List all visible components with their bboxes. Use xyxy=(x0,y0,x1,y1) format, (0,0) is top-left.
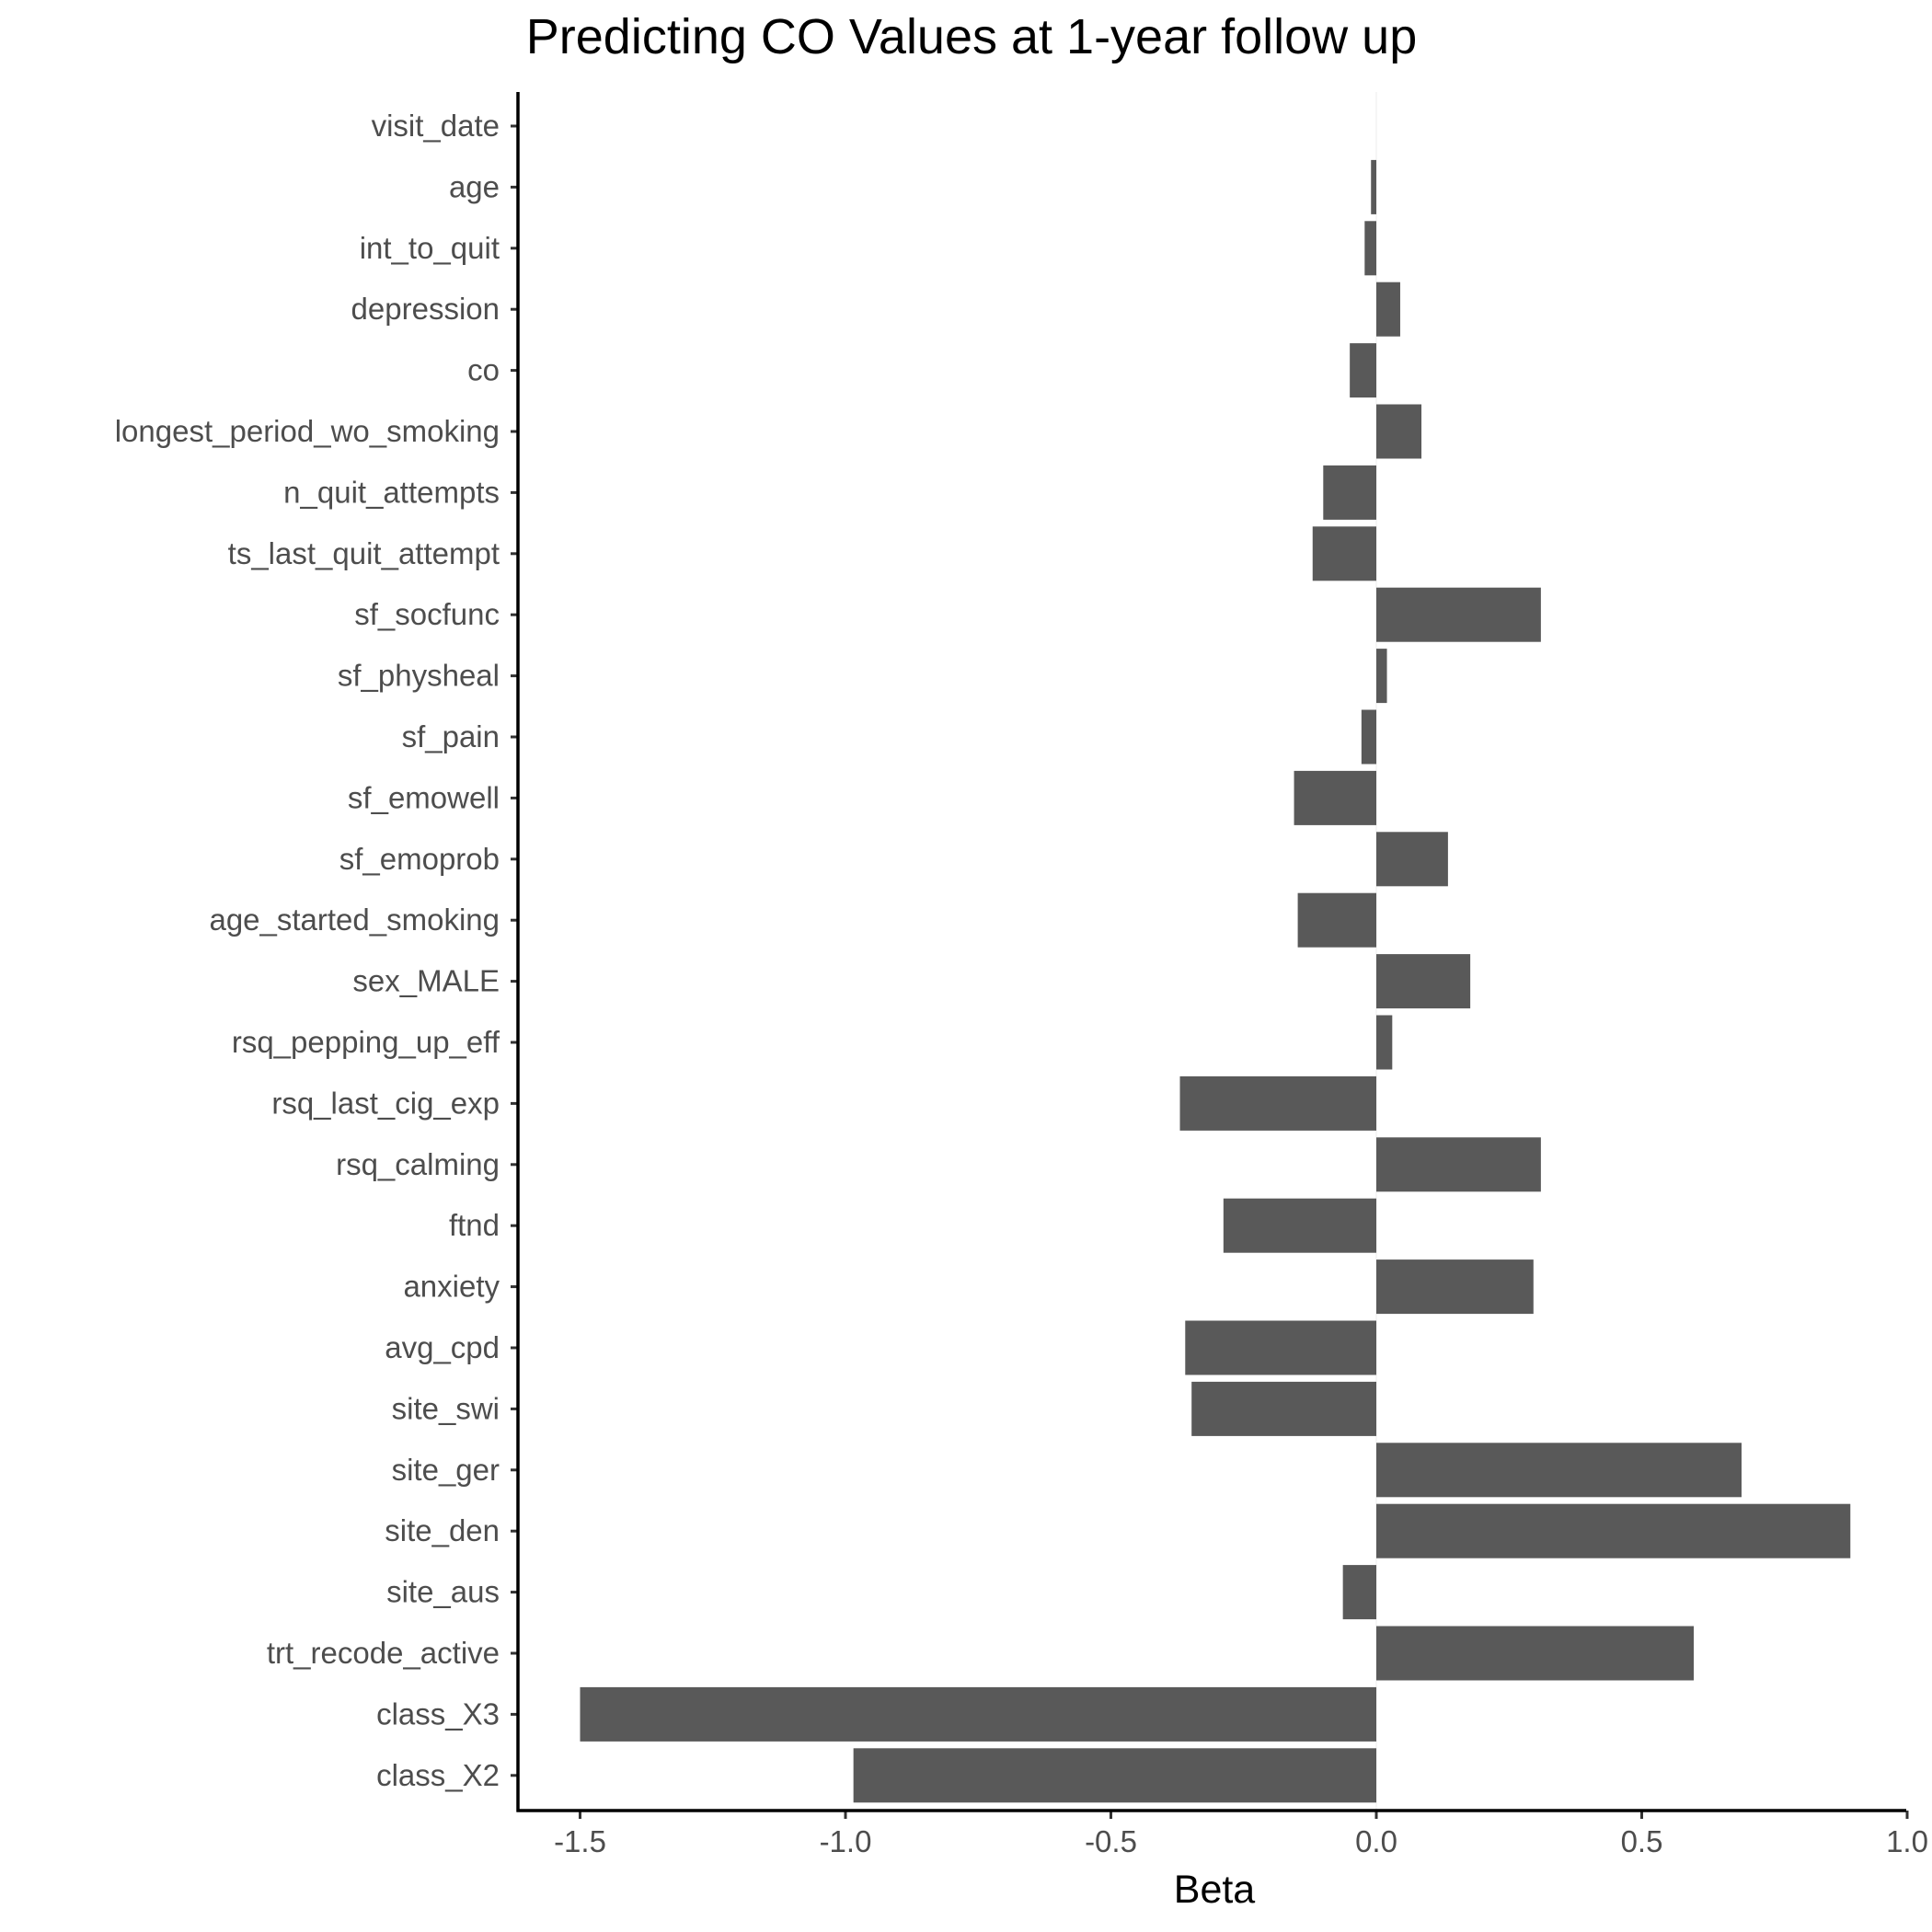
bar-sf_physheal xyxy=(1376,649,1387,704)
y-tick-label: depression xyxy=(351,292,500,326)
x-tick-label: 1.0 xyxy=(1886,1824,1928,1858)
y-tick-label: age xyxy=(449,169,500,203)
y-tick-label: anxiety xyxy=(403,1270,500,1304)
bar-rsq_last_cig_exp xyxy=(1179,1075,1376,1131)
y-tick-label: site_swi xyxy=(392,1391,500,1425)
y-tick-label: co xyxy=(467,353,500,387)
bar-sf_emoprob xyxy=(1376,832,1448,887)
y-tick-label: class_X3 xyxy=(376,1696,500,1731)
y-tick-label: sf_pain xyxy=(402,719,500,753)
bar-sf_pain xyxy=(1361,709,1376,765)
y-tick-label: ftnd xyxy=(449,1208,500,1242)
bar-rsq_pepping_up_eff xyxy=(1376,1015,1393,1070)
bar-sf_emowell xyxy=(1294,770,1376,825)
bar-ftnd xyxy=(1223,1198,1376,1253)
bar-avg_cpd xyxy=(1185,1320,1376,1375)
chart-title: Predicting CO Values at 1-year follow up xyxy=(526,9,1417,64)
bars-group xyxy=(580,92,1851,1811)
bar-age_started_smoking xyxy=(1297,892,1376,948)
y-tick-label: avg_cpd xyxy=(385,1330,500,1364)
y-tick-label: class_X2 xyxy=(376,1758,500,1792)
bar-anxiety xyxy=(1376,1259,1534,1315)
x-tick-label: 0.5 xyxy=(1621,1824,1663,1858)
bar-class_X2 xyxy=(853,1748,1376,1803)
y-tick-label: trt_recode_active xyxy=(267,1636,500,1670)
bar-n_quit_attempts xyxy=(1323,465,1376,520)
bar-site_den xyxy=(1376,1503,1851,1558)
y-tick-label: site_ger xyxy=(392,1453,500,1487)
y-tick-label: rsq_calming xyxy=(336,1147,500,1181)
bar-int_to_quit xyxy=(1364,221,1376,276)
bar-sf_socfunc xyxy=(1376,587,1541,642)
y-tick-label: sf_physheal xyxy=(338,659,500,693)
bar-class_X3 xyxy=(580,1686,1376,1742)
bar-longest_period_wo_smoking xyxy=(1376,404,1422,459)
bar-rsq_calming xyxy=(1376,1137,1541,1192)
bar-ts_last_quit_attempt xyxy=(1312,526,1376,581)
bar-site_ger xyxy=(1376,1443,1742,1498)
x-tick-label: -1.0 xyxy=(820,1824,872,1858)
y-tick-label: sf_emowell xyxy=(348,780,500,814)
bar-depression xyxy=(1376,282,1400,337)
y-tick-label: sf_emoprob xyxy=(339,842,500,876)
x-tick-label: -0.5 xyxy=(1085,1824,1137,1858)
bar-trt_recode_active xyxy=(1376,1626,1695,1681)
y-tick-label: site_aus xyxy=(386,1575,500,1609)
y-tick-label: sf_socfunc xyxy=(354,597,500,631)
y-tick-label: rsq_pepping_up_eff xyxy=(232,1025,500,1059)
y-tick-label: longest_period_wo_smoking xyxy=(115,414,500,448)
y-tick-label: site_den xyxy=(385,1513,500,1547)
y-tick-label: n_quit_attempts xyxy=(283,475,500,509)
bar-sex_MALE xyxy=(1376,954,1471,1009)
y-tick-label: int_to_quit xyxy=(360,231,500,265)
y-tick-label: visit_date xyxy=(372,109,500,143)
x-tick-label: 0.0 xyxy=(1355,1824,1397,1858)
bar-site_aus xyxy=(1342,1565,1376,1620)
bar-site_swi xyxy=(1191,1381,1376,1436)
y-tick-label: ts_last_quit_attempt xyxy=(228,536,500,570)
bar-age xyxy=(1371,159,1376,214)
bar-co xyxy=(1350,343,1376,398)
y-tick-label: rsq_last_cig_exp xyxy=(271,1086,500,1120)
y-tick-label: age_started_smoking xyxy=(209,903,500,937)
x-axis-label: Beta xyxy=(1174,1868,1256,1912)
x-axis-ticks: -1.5 -1.0 -0.5 0.0 0.5 1.0 xyxy=(554,1811,1928,1858)
y-tick-label: sex_MALE xyxy=(352,964,500,998)
x-tick-label: -1.5 xyxy=(554,1824,606,1858)
